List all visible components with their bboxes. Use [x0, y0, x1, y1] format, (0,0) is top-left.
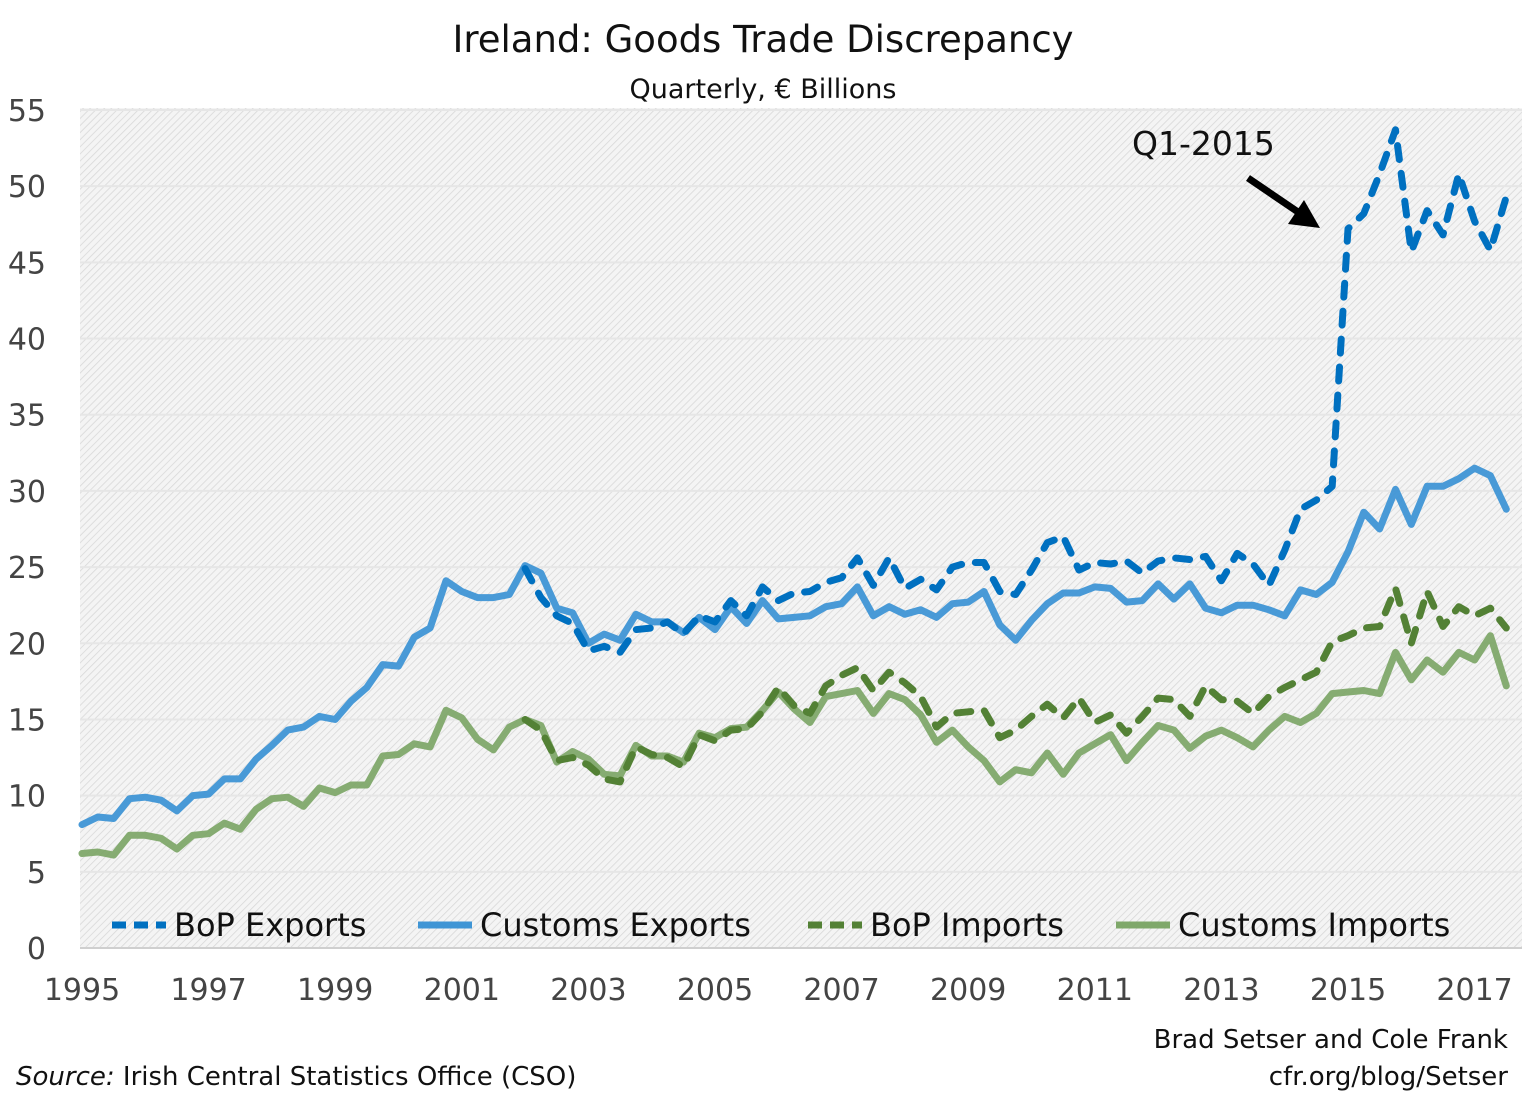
y-tick-label: 10	[8, 780, 46, 815]
y-tick-label: 30	[8, 475, 46, 510]
x-tick-label: 1995	[44, 973, 120, 1008]
credit: Brad Setser and Cole Frank cfr.org/blog/…	[1154, 1022, 1508, 1096]
y-tick-label: 35	[8, 399, 46, 434]
source-note: Source: Irish Central Statistics Office …	[16, 1062, 576, 1092]
chart-title: Ireland: Goods Trade Discrepancy	[452, 18, 1074, 61]
y-tick-label: 0	[27, 932, 46, 967]
x-tick-label: 2003	[550, 973, 626, 1008]
y-tick-label: 50	[8, 170, 46, 205]
legend-label: Customs Exports	[480, 906, 751, 944]
x-tick-label: 2009	[930, 973, 1006, 1008]
x-tick-label: 2001	[424, 973, 500, 1008]
plot-area	[80, 108, 1522, 948]
y-tick-label: 45	[8, 246, 46, 281]
source-label: Source:	[16, 1062, 115, 1092]
series-line-bop-exports	[521, 126, 1510, 656]
x-tick-label: 1999	[297, 973, 373, 1008]
source-text: Irish Central Statistics Office (CSO)	[114, 1062, 577, 1092]
x-tick-label: 2017	[1436, 973, 1512, 1008]
y-tick-label: 40	[8, 323, 46, 358]
series-line-bop-imports	[521, 584, 1510, 786]
annotation-arrow-icon	[1246, 175, 1300, 215]
legend-label: BoP Exports	[174, 906, 366, 944]
x-tick-label: 1997	[170, 973, 246, 1008]
credit-authors: Brad Setser and Cole Frank	[1153, 1025, 1508, 1055]
annotation-arrowhead-icon	[1288, 200, 1320, 228]
y-tick-label: 55	[8, 94, 46, 129]
series-line-customs-exports	[78, 464, 1510, 829]
annotation: Q1-2015	[1132, 124, 1320, 228]
x-tick-label: 2007	[803, 973, 879, 1008]
x-tick-label: 2005	[677, 973, 753, 1008]
y-tick-label: 5	[27, 856, 46, 891]
legend-label: BoP Imports	[870, 906, 1064, 944]
y-tick-label: 15	[8, 703, 46, 738]
annotation-label: Q1-2015	[1132, 124, 1275, 163]
credit-url: cfr.org/blog/Setser	[1268, 1062, 1508, 1092]
x-tick-label: 2013	[1183, 973, 1259, 1008]
legend-label: Customs Imports	[1178, 906, 1450, 944]
y-tick-label: 20	[8, 627, 46, 662]
y-tick-label: 25	[8, 551, 46, 586]
x-tick-label: 2015	[1310, 973, 1386, 1008]
legend: BoP Exports Customs Exports BoP Imports Cus…	[112, 906, 1450, 944]
x-tick-label: 2011	[1057, 973, 1133, 1008]
chart-subtitle: Quarterly, € Billions	[629, 74, 897, 105]
